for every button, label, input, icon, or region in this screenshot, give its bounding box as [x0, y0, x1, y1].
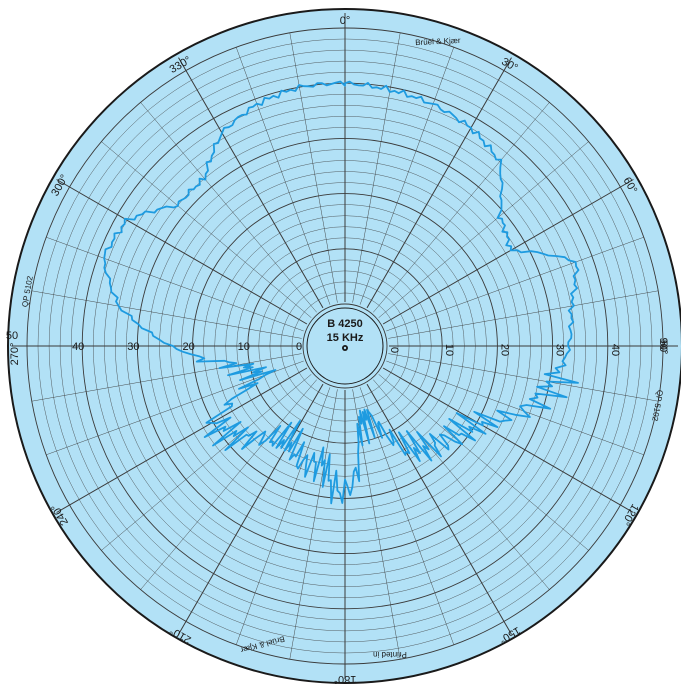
angle-label: 270°	[9, 343, 21, 366]
angle-label: 180°	[334, 673, 357, 685]
grid-spoke	[388, 353, 659, 402]
radial-label: 30	[554, 344, 566, 356]
grid-spoke	[56, 179, 308, 325]
grid-spoke	[366, 57, 512, 309]
grid-spoke	[388, 290, 659, 339]
grid-spoke	[235, 387, 331, 645]
radial-label: 10	[443, 344, 455, 356]
grid-spoke	[56, 367, 308, 513]
chart-subtitle: 15 KHz	[327, 332, 364, 344]
radial-label: 40	[72, 341, 84, 353]
grid-spoke	[386, 236, 644, 332]
series-trace	[103, 80, 580, 505]
radial-label: 20	[182, 341, 194, 353]
grid-spoke	[140, 102, 317, 313]
grid-spoke	[382, 179, 634, 325]
grid-spoke	[386, 360, 644, 456]
grid-spoke	[31, 290, 302, 339]
grid-spoke	[378, 141, 589, 318]
grid-spoke	[359, 47, 455, 305]
radial-label: 0	[296, 341, 302, 353]
radial-label: 10	[238, 341, 250, 353]
grid-spoke	[101, 374, 312, 551]
grid-spoke	[289, 32, 338, 303]
angle-label: 0°	[340, 15, 351, 27]
radial-labels: 0 0 10 10 20 20 30 30 40 40 50 50	[6, 330, 669, 356]
radial-label: 40	[609, 344, 621, 356]
grid-spoke	[46, 360, 304, 456]
grid-spoke	[373, 379, 550, 590]
radial-label: 20	[498, 344, 510, 356]
grid-spoke	[352, 32, 401, 303]
grid-spoke	[373, 102, 550, 313]
radial-label-max: 50	[657, 340, 669, 352]
print-note: Printed in	[373, 650, 407, 659]
grid-spoke	[31, 353, 302, 402]
angle-label: 90°	[657, 338, 669, 355]
grid-spoke	[101, 141, 312, 318]
radial-label: 30	[127, 341, 139, 353]
radial-label-max: 50	[6, 330, 18, 342]
grid-spoke	[140, 379, 317, 590]
center-dot-inner	[343, 346, 347, 350]
grid-spoke	[178, 383, 324, 635]
grid-spoke	[378, 374, 589, 551]
grid-spoke	[382, 367, 634, 513]
grid-ring	[302, 303, 388, 389]
brand-top: Brüel & Kjær	[415, 36, 461, 47]
grid-spoke	[178, 57, 324, 309]
radial-label: 0	[388, 347, 400, 353]
grid-spoke	[366, 383, 512, 635]
grid-spoke	[359, 387, 455, 645]
grid-spoke	[289, 389, 338, 660]
grid-spoke	[235, 47, 331, 305]
grid-spoke	[46, 236, 304, 332]
chart-title: B 4250	[327, 318, 362, 330]
